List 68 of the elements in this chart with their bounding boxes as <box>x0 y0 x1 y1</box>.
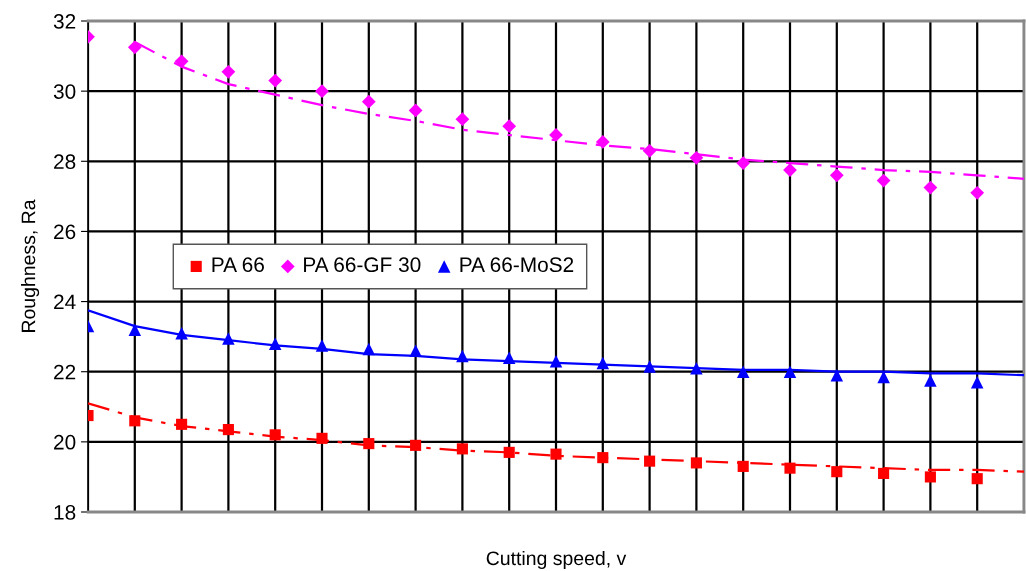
point <box>315 339 329 352</box>
y-tick-label: 22 <box>54 364 76 380</box>
point <box>410 439 422 451</box>
y-tick-label: 30 <box>53 84 76 99</box>
point <box>736 365 750 378</box>
point <box>970 375 984 389</box>
point <box>175 326 188 340</box>
point <box>971 473 983 485</box>
point <box>409 344 422 357</box>
point <box>222 424 234 436</box>
point <box>268 73 283 88</box>
point <box>502 119 517 134</box>
point <box>923 180 938 195</box>
point <box>222 332 235 345</box>
point <box>269 429 281 441</box>
y-tick-label: 32 <box>53 14 76 29</box>
point <box>176 418 188 430</box>
point <box>784 462 796 474</box>
point <box>643 360 656 373</box>
point <box>596 356 610 370</box>
point <box>361 94 376 109</box>
y-tick-label: 26 <box>54 224 76 240</box>
point <box>689 150 704 165</box>
point <box>831 466 843 478</box>
y-tick-label: 20 <box>54 434 76 450</box>
point <box>455 112 470 127</box>
point <box>362 342 376 356</box>
point <box>595 135 610 149</box>
legend-label: PA 66-MoS2 <box>460 257 574 273</box>
point <box>876 173 891 188</box>
legend-label: PA 66 <box>212 257 264 273</box>
y-tick-label: 18 <box>54 505 76 520</box>
point <box>550 448 562 460</box>
point <box>456 349 469 363</box>
point <box>502 351 516 364</box>
legend-label: PA 66-GF 30 <box>304 257 421 273</box>
point <box>315 84 329 99</box>
point <box>924 471 936 483</box>
point <box>549 354 563 368</box>
point <box>127 40 142 55</box>
point <box>456 443 468 455</box>
point <box>268 337 282 350</box>
point <box>503 446 515 458</box>
y-tick-label: 24 <box>54 294 76 310</box>
y-axis-title: Roughness, Ra <box>21 199 40 332</box>
point <box>642 143 657 158</box>
point <box>221 64 236 79</box>
point <box>316 432 328 444</box>
point <box>783 365 797 378</box>
point <box>736 156 751 170</box>
point <box>690 361 703 375</box>
point <box>690 457 702 469</box>
point <box>597 452 609 464</box>
y-tick-label: 28 <box>54 154 76 170</box>
point <box>924 374 937 387</box>
point <box>129 415 141 427</box>
point <box>408 103 423 118</box>
point <box>877 370 890 384</box>
point <box>128 323 142 336</box>
point <box>174 54 189 69</box>
point <box>737 460 749 472</box>
point <box>644 455 656 467</box>
point <box>829 168 844 183</box>
point <box>878 467 890 479</box>
point <box>970 185 985 200</box>
point <box>830 368 844 382</box>
x-axis-title: Cutting speed, v <box>486 550 627 570</box>
point <box>363 438 375 450</box>
